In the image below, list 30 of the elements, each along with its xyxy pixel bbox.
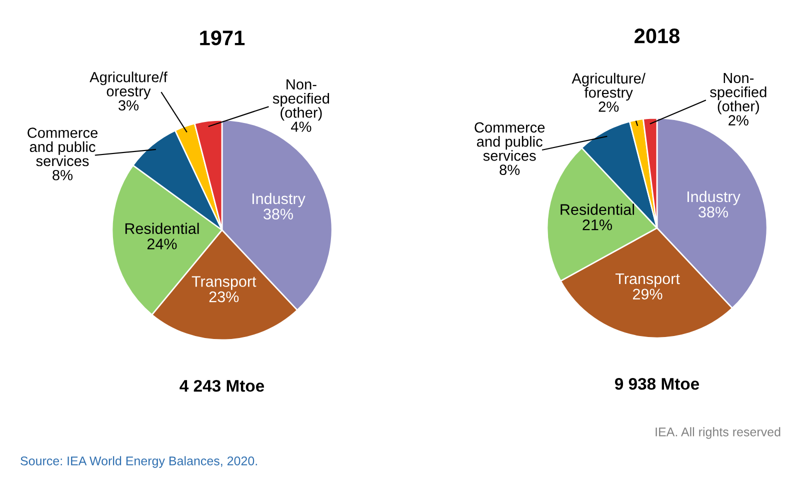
chart-title: 2018 bbox=[634, 28, 680, 44]
data-label: 23% bbox=[209, 291, 239, 302]
data-label: 38% bbox=[698, 206, 728, 218]
slice-label: Transport bbox=[615, 274, 680, 288]
data-label: 4% bbox=[290, 122, 312, 132]
data-label: 8% bbox=[500, 164, 520, 175]
text: 9 938 Mtoe bbox=[614, 378, 700, 390]
slice-label: Residential bbox=[125, 222, 199, 234]
data-label: 3% bbox=[118, 100, 139, 111]
slice-label: Commerce and public services bbox=[28, 128, 98, 166]
slice-label: Agriculture/f orestry bbox=[90, 72, 168, 100]
slice-label: Industry bbox=[687, 190, 740, 206]
data-label: 38% bbox=[264, 208, 293, 220]
data-label: 29% bbox=[633, 288, 662, 300]
slice-label: Transport bbox=[192, 276, 256, 290]
data-label: 24% bbox=[147, 238, 177, 250]
slice-label: Non- specified (other) bbox=[272, 79, 330, 121]
slice-label: Industry bbox=[252, 192, 306, 208]
data-label: 2% bbox=[598, 102, 619, 112]
data-label: 21% bbox=[582, 219, 612, 230]
chart-title: 1971 bbox=[200, 30, 245, 46]
slice-label: Agriculture/ forestry bbox=[572, 72, 646, 101]
data-label: 8% bbox=[52, 170, 73, 180]
slice-label: Residential bbox=[560, 204, 634, 215]
data-label: 2% bbox=[728, 115, 748, 126]
source-note: Source: IEA World Energy Balances, 2020. bbox=[20, 456, 257, 468]
text: 4 243 Mtoe bbox=[180, 380, 264, 392]
slice-label: Commerce and public services bbox=[474, 122, 545, 161]
text: IEA. All rights reserved bbox=[656, 427, 780, 439]
slice-label: Non- specified (other) bbox=[710, 72, 766, 114]
